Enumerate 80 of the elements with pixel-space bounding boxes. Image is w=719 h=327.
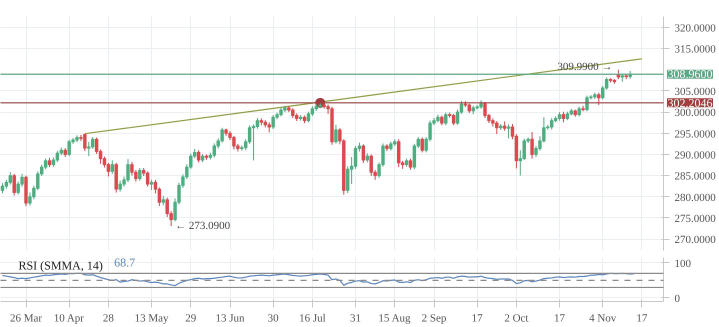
candlestick xyxy=(126,158,130,182)
x-tick-label: 26 Mar xyxy=(10,312,42,324)
candlestick xyxy=(220,127,224,144)
x-tick-label: 13 Jun xyxy=(215,312,246,324)
ref-line-label: 302.2046 xyxy=(668,96,712,110)
candlestick xyxy=(130,162,134,176)
x-tick-label: 13 May xyxy=(134,312,169,324)
x-tick-label: 17 xyxy=(472,312,484,324)
candlestick xyxy=(0,182,4,194)
candlestick xyxy=(306,111,310,123)
y-tick-label: 320.0000 xyxy=(674,22,716,34)
candlestick xyxy=(83,133,87,152)
annotation: 68.7 xyxy=(114,256,136,270)
x-tick-label: 4 Nov xyxy=(589,312,617,324)
annotation: ← 273.0900 xyxy=(175,220,231,232)
y-tick-label: 285.0000 xyxy=(674,170,716,183)
y-tick-label: 295.0000 xyxy=(674,128,716,140)
candlestick xyxy=(334,124,338,144)
candlestick xyxy=(150,179,154,190)
y-tick-label: 280.0000 xyxy=(674,192,716,204)
x-tick-label: 16 Jul xyxy=(299,312,326,324)
candlestick xyxy=(232,135,236,150)
candlestick xyxy=(212,142,216,158)
candlestick xyxy=(370,154,373,177)
candlestick xyxy=(362,144,366,164)
candlestick xyxy=(502,120,506,132)
candlestick xyxy=(56,150,60,163)
candlestick xyxy=(8,172,12,185)
candlestick xyxy=(196,150,200,163)
x-tick-label: 28 xyxy=(102,312,114,324)
y-tick-label: 275.0000 xyxy=(674,212,716,225)
candlestick xyxy=(468,103,472,114)
y-tick-label: 315.0000 xyxy=(674,44,716,56)
y-tick-label: 270.0000 xyxy=(674,234,716,246)
y-tick-label: 0 xyxy=(674,292,680,305)
candlestick xyxy=(420,137,424,153)
x-tick-label: 17 xyxy=(636,312,648,324)
candlestick xyxy=(550,118,554,130)
candlestick xyxy=(354,145,358,170)
x-tick-label: 29 xyxy=(185,312,197,324)
candlestick xyxy=(87,141,90,157)
candlestick xyxy=(28,192,32,206)
candlestick xyxy=(530,132,534,160)
x-tick-label: 30 xyxy=(268,312,280,324)
x-tick-label: 10 Apr xyxy=(54,312,84,324)
candlestick xyxy=(118,180,122,192)
candlestick xyxy=(444,112,448,126)
candlestick xyxy=(52,156,56,168)
candlestick xyxy=(366,152,370,163)
candlestick xyxy=(452,113,456,126)
candlestick xyxy=(408,158,412,170)
x-tick-label: 31 xyxy=(350,312,362,324)
line-series xyxy=(2,272,635,286)
candlestick xyxy=(268,122,271,133)
candlestick xyxy=(12,173,16,196)
candlestick xyxy=(138,167,142,182)
candlestick xyxy=(396,138,400,168)
x-tick-label: 15 Aug xyxy=(378,312,412,324)
candlestick xyxy=(146,170,150,188)
candlestick xyxy=(506,124,510,139)
candlestick xyxy=(162,195,166,206)
candlestick xyxy=(67,139,71,157)
candlestick xyxy=(495,120,498,135)
x-tick-label: 2 Oct xyxy=(504,312,528,324)
y-tick-label: 305.0000 xyxy=(674,86,716,98)
candlestick xyxy=(562,111,566,123)
candlestick xyxy=(291,108,294,119)
y-tick-label: 300.0000 xyxy=(674,107,716,120)
candlestick xyxy=(440,115,444,126)
candlestick xyxy=(271,114,275,130)
candlestick xyxy=(597,92,600,106)
candlestick xyxy=(577,106,581,117)
candlestick xyxy=(110,160,114,174)
x-tick-label: 17 xyxy=(554,312,566,324)
x-tick-label: 2 Sep xyxy=(422,312,447,324)
chart-title: RSI (SMMA, 14) xyxy=(18,258,103,272)
ref-line-label: 308.9600 xyxy=(668,67,712,82)
candlestick xyxy=(48,157,52,168)
y-tick-label: 290.0000 xyxy=(674,149,716,162)
y-tick-label: 100 xyxy=(674,258,692,270)
